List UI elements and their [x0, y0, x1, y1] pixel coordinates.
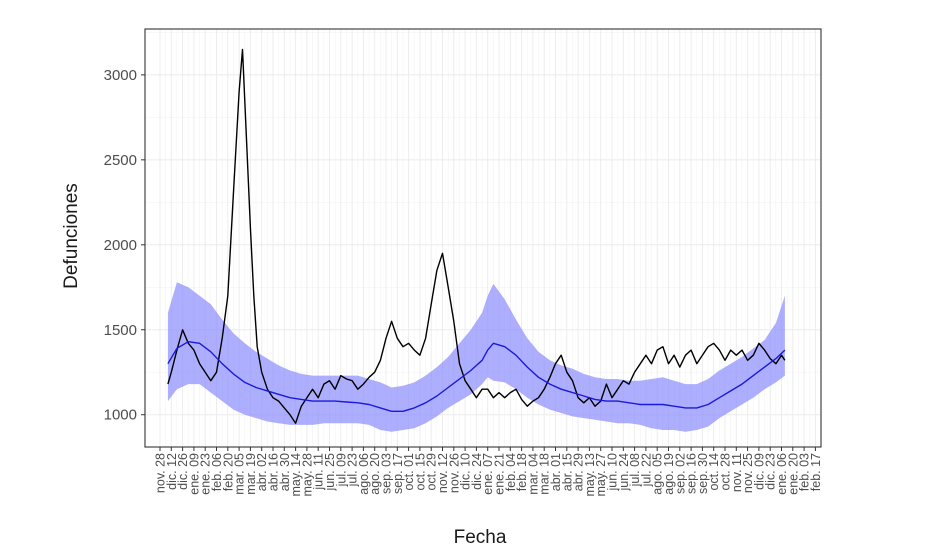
x-tick-label: sep. 30 — [696, 453, 710, 494]
x-tick-label: ago. 05 — [651, 453, 665, 495]
x-tick-label: nov. 11 — [730, 453, 744, 492]
series-line-layer — [167, 48, 786, 424]
x-tick-label: ene. 07 — [481, 453, 495, 495]
x-tick-label: feb. 18 — [515, 453, 529, 491]
x-tick-label: abr. 16 — [267, 453, 281, 491]
x-tick-label: may. 27 — [594, 453, 608, 497]
y-tick-label: 2000 — [104, 237, 137, 254]
x-tick-label: abr. 15 — [560, 453, 574, 491]
x-tick-label: nov. 25 — [741, 453, 755, 493]
x-tick-label: dic. 12 — [165, 453, 179, 490]
y-tick-label: 3000 — [104, 67, 137, 84]
x-tick-label: jul. 08 — [628, 453, 642, 487]
x-tick-label: feb. 03 — [798, 453, 812, 491]
x-axis-title: Fecha — [454, 527, 507, 548]
x-tick-label: sep. 02 — [673, 453, 687, 494]
x-tick-label: ene. 09 — [187, 453, 201, 495]
x-tick-label: oct. 01 — [402, 453, 416, 491]
x-tick-label: ago. 19 — [662, 453, 676, 495]
y-tick-label: 1500 — [104, 322, 137, 339]
expected-series-line — [167, 341, 786, 412]
x-tick-label: feb. 20 — [221, 453, 235, 491]
x-tick-label: may. 14 — [289, 453, 303, 497]
y-axis-title: Defunciones — [61, 183, 82, 289]
x-tick-label: mar. 05 — [233, 453, 247, 495]
y-tick-label: 1000 — [104, 407, 137, 424]
x-tick-label: feb. 06 — [210, 453, 224, 491]
x-tick-label: ene. 06 — [775, 453, 789, 495]
x-tick-label: jul. 09 — [334, 453, 348, 487]
x-tick-label: dic. 09 — [752, 453, 766, 490]
x-tick-label: mar. 19 — [244, 453, 258, 495]
x-tick-label: jul. 22 — [639, 453, 653, 487]
x-tick-label: dic. 10 — [459, 453, 473, 490]
x-tick-label: jun. 10 — [606, 453, 620, 492]
x-tick-label: sep. 17 — [391, 453, 405, 494]
x-tick-label: abr. 02 — [255, 453, 269, 491]
x-tick-label: ene. 20 — [786, 453, 800, 495]
expected-band-layer — [167, 282, 785, 432]
x-tick-label: abr. 30 — [278, 453, 292, 491]
x-tick-label: ene. 23 — [199, 453, 213, 495]
y-tick-label: 2500 — [104, 152, 137, 169]
plot-panel-border — [144, 28, 822, 448]
x-tick-label: mar. 04 — [526, 453, 540, 495]
observed-series-line — [167, 48, 786, 424]
x-tick-label: oct. 14 — [707, 453, 721, 491]
x-tick-label: feb. 04 — [504, 453, 518, 491]
x-tick-label: oct. 15 — [413, 453, 427, 491]
x-tick-label: dic. 24 — [470, 453, 484, 490]
x-tick-label: sep. 03 — [380, 453, 394, 494]
x-tick-label: ago. 20 — [368, 453, 382, 495]
x-tick-label: ene. 21 — [493, 453, 507, 495]
x-tick-label: abr. 01 — [549, 453, 563, 491]
x-tick-label: may. 28 — [300, 453, 314, 497]
x-tick-label: dic. 26 — [176, 453, 190, 490]
x-tick-label: nov. 12 — [436, 453, 450, 493]
x-tick-label: nov. 28 — [154, 453, 168, 493]
x-tick-label: jun. 24 — [617, 453, 631, 492]
x-tick-label: oct. 29 — [425, 453, 439, 491]
x-tick-label: dic. 23 — [764, 453, 778, 490]
x-tick-label: ago. 06 — [357, 453, 371, 495]
x-tick-label: jun. 11 — [312, 453, 326, 491]
expected-band — [167, 282, 785, 432]
x-tick-label: jul. 23 — [346, 453, 360, 487]
x-tick-label: abr. 29 — [572, 453, 586, 491]
y-axis: 1000 1500 2000 2500 3000 — [104, 67, 145, 424]
x-tick-label: sep. 16 — [685, 453, 699, 494]
x-tick-label: oct. 28 — [719, 453, 733, 491]
x-tick-label: may. 13 — [583, 453, 597, 497]
x-tick-label: jun. 25 — [323, 453, 337, 492]
x-tick-label: mar. 18 — [538, 453, 552, 495]
x-tick-label: nov. 26 — [447, 453, 461, 493]
x-tick-label: feb. 17 — [809, 453, 823, 491]
